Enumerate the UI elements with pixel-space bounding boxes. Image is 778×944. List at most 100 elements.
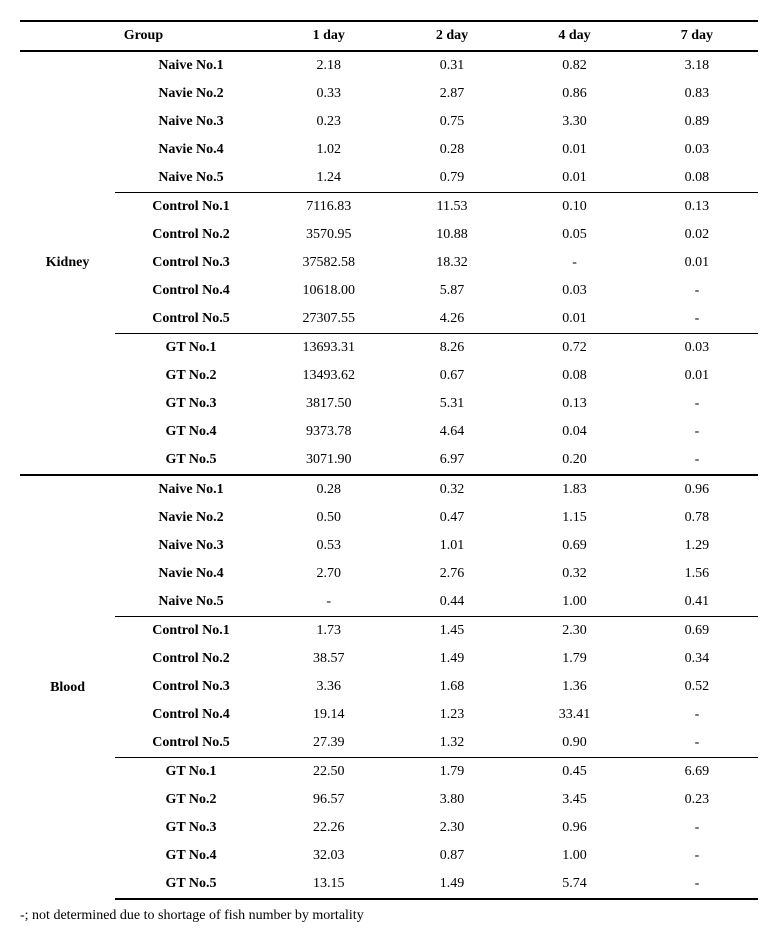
- data-cell: 6.97: [391, 446, 514, 475]
- data-cell: 1.29: [636, 532, 758, 560]
- data-cell: 1.00: [513, 588, 636, 617]
- data-cell: 5.74: [513, 870, 636, 899]
- table-row: Navie No.42.702.760.321.56: [20, 560, 758, 588]
- data-cell: 1.00: [513, 842, 636, 870]
- sample-label: Control No.1: [115, 617, 267, 646]
- sample-label: GT No.2: [115, 362, 267, 390]
- sample-label: Control No.1: [115, 193, 267, 222]
- sample-label: GT No.2: [115, 786, 267, 814]
- data-cell: 0.20: [513, 446, 636, 475]
- data-cell: 1.79: [391, 758, 514, 787]
- sample-label: Control No.3: [115, 673, 267, 701]
- sample-label: Naive No.5: [115, 164, 267, 193]
- table-row: Control No.410618.005.870.03-: [20, 277, 758, 305]
- data-cell: 0.03: [636, 334, 758, 363]
- header-row: Group 1 day 2 day 4 day 7 day: [20, 21, 758, 51]
- data-cell: 1.79: [513, 645, 636, 673]
- data-cell: 1.56: [636, 560, 758, 588]
- data-cell: 2.70: [267, 560, 391, 588]
- sample-label: Control No.2: [115, 221, 267, 249]
- table-row: GT No.296.573.803.450.23: [20, 786, 758, 814]
- data-cell: 0.89: [636, 108, 758, 136]
- sample-label: Control No.3: [115, 249, 267, 277]
- data-cell: 0.02: [636, 221, 758, 249]
- data-cell: 1.15: [513, 504, 636, 532]
- data-cell: 4.26: [391, 305, 514, 334]
- data-cell: 0.72: [513, 334, 636, 363]
- sample-label: Navie No.4: [115, 560, 267, 588]
- data-cell: 33.41: [513, 701, 636, 729]
- data-cell: 0.08: [636, 164, 758, 193]
- sample-label: GT No.4: [115, 842, 267, 870]
- data-cell: 0.23: [636, 786, 758, 814]
- data-cell: 13.15: [267, 870, 391, 899]
- table-row: GT No.322.262.300.96-: [20, 814, 758, 842]
- data-cell: 1.83: [513, 475, 636, 504]
- data-cell: 1.24: [267, 164, 391, 193]
- data-cell: -: [513, 249, 636, 277]
- table-row: Control No.337582.5818.32-0.01: [20, 249, 758, 277]
- data-cell: 13493.62: [267, 362, 391, 390]
- sample-label: GT No.3: [115, 814, 267, 842]
- table-row: Control No.11.731.452.300.69: [20, 617, 758, 646]
- table-row: Control No.23570.9510.880.050.02: [20, 221, 758, 249]
- table-row: Naive No.30.531.010.691.29: [20, 532, 758, 560]
- table-row: BloodNaive No.10.280.321.830.96: [20, 475, 758, 504]
- sample-label: Naive No.3: [115, 532, 267, 560]
- data-cell: -: [636, 305, 758, 334]
- sample-label: Navie No.4: [115, 136, 267, 164]
- table-row: GT No.122.501.790.456.69: [20, 758, 758, 787]
- data-cell: 0.34: [636, 645, 758, 673]
- data-cell: 3.18: [636, 51, 758, 80]
- sample-label: Navie No.2: [115, 504, 267, 532]
- data-cell: 3.80: [391, 786, 514, 814]
- data-cell: 27.39: [267, 729, 391, 758]
- data-cell: 3.45: [513, 786, 636, 814]
- table-row: GT No.432.030.871.00-: [20, 842, 758, 870]
- data-cell: -: [636, 701, 758, 729]
- data-cell: 0.90: [513, 729, 636, 758]
- table-row: Control No.33.361.681.360.52: [20, 673, 758, 701]
- header-1day: 1 day: [267, 21, 391, 51]
- data-cell: 4.64: [391, 418, 514, 446]
- data-cell: 0.83: [636, 80, 758, 108]
- sample-label: Navie No.2: [115, 80, 267, 108]
- data-cell: 10618.00: [267, 277, 391, 305]
- data-cell: 6.69: [636, 758, 758, 787]
- data-cell: 1.02: [267, 136, 391, 164]
- data-cell: 19.14: [267, 701, 391, 729]
- data-cell: -: [636, 842, 758, 870]
- table-row: Navie No.41.020.280.010.03: [20, 136, 758, 164]
- data-cell: 38.57: [267, 645, 391, 673]
- data-cell: 11.53: [391, 193, 514, 222]
- data-cell: 0.01: [636, 362, 758, 390]
- section-label: Kidney: [20, 51, 115, 475]
- data-cell: 0.13: [636, 193, 758, 222]
- data-cell: 9373.78: [267, 418, 391, 446]
- data-cell: -: [636, 418, 758, 446]
- data-cell: 22.50: [267, 758, 391, 787]
- data-cell: 0.41: [636, 588, 758, 617]
- data-cell: 2.30: [513, 617, 636, 646]
- data-table: Group 1 day 2 day 4 day 7 day KidneyNaiv…: [20, 20, 758, 900]
- table-row: Control No.238.571.491.790.34: [20, 645, 758, 673]
- data-cell: 0.45: [513, 758, 636, 787]
- sample-label: GT No.1: [115, 334, 267, 363]
- data-cell: 13693.31: [267, 334, 391, 363]
- data-cell: 0.01: [513, 305, 636, 334]
- data-cell: 1.49: [391, 870, 514, 899]
- data-cell: 2.30: [391, 814, 514, 842]
- data-cell: 0.47: [391, 504, 514, 532]
- data-cell: -: [636, 446, 758, 475]
- data-cell: 1.73: [267, 617, 391, 646]
- data-cell: -: [636, 814, 758, 842]
- data-cell: 5.31: [391, 390, 514, 418]
- data-cell: 1.45: [391, 617, 514, 646]
- data-cell: 0.82: [513, 51, 636, 80]
- data-cell: -: [636, 729, 758, 758]
- table-row: Naive No.5-0.441.000.41: [20, 588, 758, 617]
- sample-label: Control No.4: [115, 701, 267, 729]
- data-cell: 0.05: [513, 221, 636, 249]
- data-cell: 8.26: [391, 334, 514, 363]
- table-row: Control No.527307.554.260.01-: [20, 305, 758, 334]
